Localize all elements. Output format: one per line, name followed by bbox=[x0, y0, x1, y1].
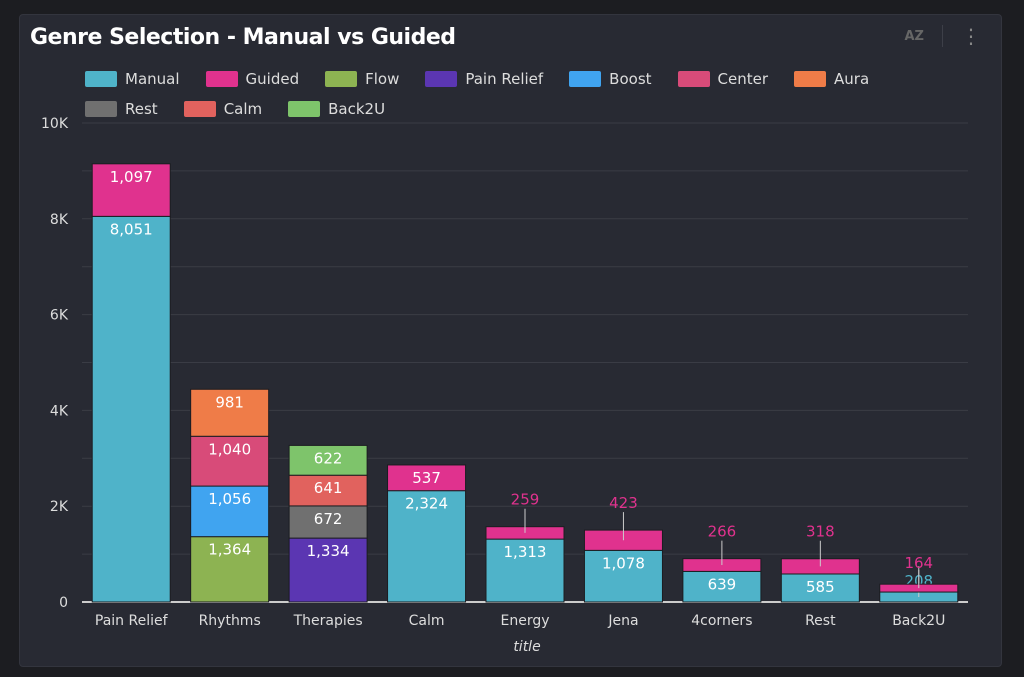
legend-label: Aura bbox=[834, 70, 870, 88]
legend-label: Flow bbox=[365, 70, 400, 88]
legend-item[interactable]: Boost bbox=[569, 70, 652, 88]
sort-az-icon[interactable]: AZ bbox=[904, 28, 925, 44]
data-label: 8,051 bbox=[110, 220, 153, 238]
x-tick-label: Energy bbox=[500, 613, 549, 629]
data-label: 318 bbox=[806, 523, 835, 541]
data-label: 164 bbox=[904, 554, 933, 572]
legend-item[interactable]: Back2U bbox=[288, 100, 385, 118]
y-tick-label: 6K bbox=[50, 308, 69, 324]
data-label: 1,097 bbox=[110, 168, 153, 186]
y-tick-label: 10K bbox=[41, 116, 69, 132]
legend-swatch bbox=[325, 71, 358, 87]
data-label: 981 bbox=[215, 393, 244, 411]
data-label: 1,078 bbox=[602, 554, 645, 572]
legend-item[interactable]: Flow bbox=[325, 70, 399, 88]
legend-label: Manual bbox=[125, 70, 180, 88]
x-tick-label: Therapies bbox=[293, 613, 363, 629]
legend: Manual Guided Flow Pain Relief Boost Center Au… bbox=[85, 70, 945, 118]
bar-segment bbox=[485, 538, 565, 603]
legend-label: Center bbox=[717, 70, 769, 88]
bar-segment bbox=[190, 536, 270, 603]
data-label: 1,334 bbox=[307, 542, 350, 560]
data-label: 423 bbox=[609, 494, 638, 512]
data-label: 641 bbox=[314, 479, 343, 497]
legend-swatch bbox=[677, 71, 710, 87]
bar-segment bbox=[190, 485, 270, 538]
legend-label: Back2U bbox=[328, 100, 386, 118]
data-label: 1,364 bbox=[208, 541, 251, 559]
bar-segment bbox=[190, 388, 270, 437]
data-label: 537 bbox=[412, 469, 441, 487]
data-label: 585 bbox=[806, 578, 835, 596]
bar-segment bbox=[190, 435, 270, 487]
x-tick-label: Back2U bbox=[892, 613, 945, 629]
legend-swatch bbox=[85, 101, 117, 117]
bar-segment bbox=[387, 464, 467, 492]
data-label: 259 bbox=[511, 491, 540, 509]
x-tick-label: 4corners bbox=[691, 613, 752, 629]
legend-item[interactable]: Manual bbox=[85, 70, 180, 88]
bar-segment bbox=[780, 573, 860, 603]
legend-item[interactable]: Aura bbox=[794, 70, 869, 88]
legend-label: Boost bbox=[609, 70, 652, 88]
bar-segment bbox=[288, 537, 368, 603]
x-tick-label: Pain Relief bbox=[95, 613, 169, 629]
legend-swatch bbox=[794, 71, 827, 87]
y-tick-label: 4K bbox=[50, 403, 69, 419]
bar-segment bbox=[288, 444, 368, 476]
more-vertical-icon[interactable]: ⋮ bbox=[961, 24, 981, 48]
legend-item[interactable]: Center bbox=[677, 70, 769, 88]
bar-segment bbox=[91, 163, 171, 217]
data-label: 1,056 bbox=[208, 490, 251, 508]
legend-swatch bbox=[425, 71, 458, 87]
bar-segment bbox=[583, 549, 663, 603]
legend-label: Guided bbox=[245, 70, 300, 88]
data-label: 622 bbox=[314, 449, 343, 467]
y-tick-label: 2K bbox=[50, 499, 69, 515]
legend-swatch bbox=[85, 71, 117, 87]
chart-title: Genre Selection - Manual vs Guided bbox=[30, 25, 456, 50]
y-tick-label: 0 bbox=[59, 595, 68, 611]
x-axis-title: title bbox=[513, 639, 540, 655]
x-tick-label: Calm bbox=[409, 613, 445, 629]
data-label: 266 bbox=[708, 523, 737, 541]
legend-swatch bbox=[205, 71, 238, 87]
legend-swatch bbox=[183, 101, 216, 117]
x-tick-label: Rhythms bbox=[199, 613, 261, 629]
x-tick-label: Jena bbox=[607, 613, 638, 629]
legend-item[interactable]: Rest bbox=[85, 100, 158, 118]
legend-label: Pain Relief bbox=[465, 70, 544, 88]
legend-item[interactable]: Pain Relief bbox=[425, 70, 543, 88]
data-label: 1,040 bbox=[208, 440, 251, 458]
bar-segment bbox=[288, 474, 368, 507]
legend-swatch bbox=[569, 71, 602, 87]
legend-label: Calm bbox=[223, 100, 263, 118]
data-label: 672 bbox=[314, 510, 343, 528]
legend-item[interactable]: Guided bbox=[205, 70, 300, 88]
legend-swatch bbox=[288, 101, 321, 117]
y-tick-label: 8K bbox=[50, 212, 69, 228]
legend-label: Rest bbox=[125, 100, 158, 118]
bar-segment bbox=[288, 505, 368, 539]
legend-item[interactable]: Calm bbox=[183, 100, 263, 118]
bar-segment bbox=[387, 490, 467, 603]
bar-segment bbox=[91, 215, 171, 603]
data-label: 639 bbox=[708, 575, 737, 593]
divider bbox=[942, 25, 943, 47]
data-label: 1,313 bbox=[504, 543, 547, 561]
data-label: 2,324 bbox=[405, 495, 448, 513]
x-tick-label: Rest bbox=[805, 613, 836, 629]
